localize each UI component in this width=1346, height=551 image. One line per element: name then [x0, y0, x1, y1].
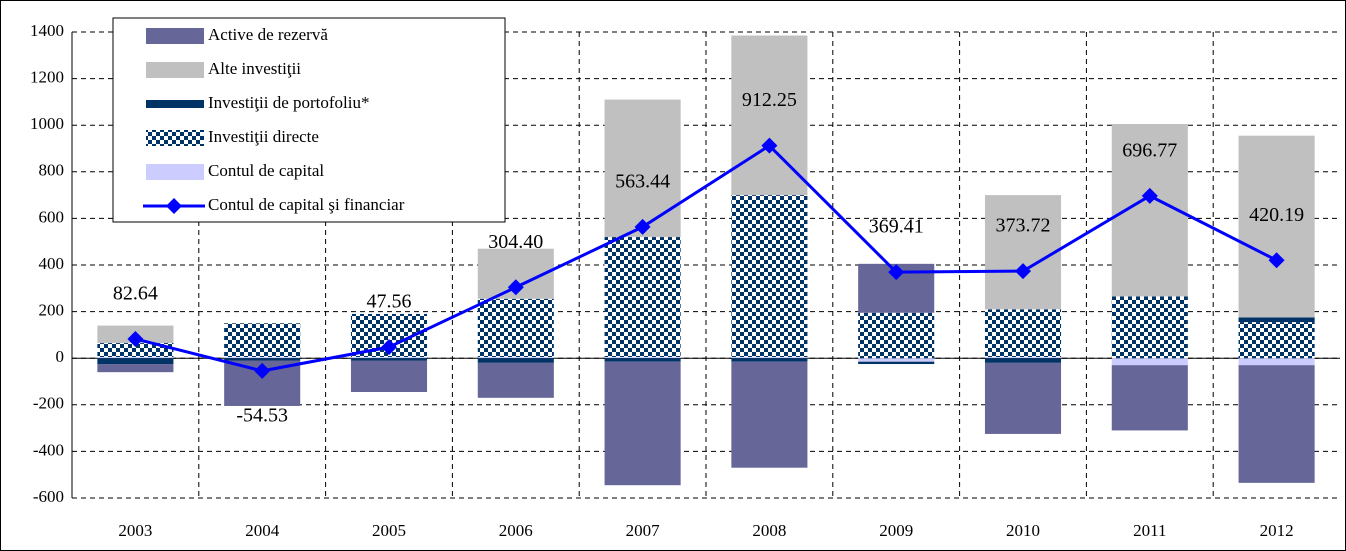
y-tick-label: -200	[33, 394, 64, 413]
bar-segment	[224, 357, 301, 359]
y-tick-label: 1000	[30, 114, 64, 133]
bar-segment	[858, 361, 935, 365]
bar-segment	[224, 358, 301, 361]
x-tick-label: 2009	[879, 521, 913, 540]
y-tick-label: 1400	[30, 21, 64, 40]
marker	[254, 362, 271, 379]
bar-segment	[731, 35, 808, 196]
legend-swatch	[146, 164, 204, 180]
marker	[127, 330, 144, 347]
legend-swatch	[146, 62, 204, 78]
bar-segment	[97, 357, 174, 359]
x-tick-label: 2011	[1133, 521, 1166, 540]
marker	[761, 137, 778, 154]
bar-segment	[350, 360, 428, 392]
bar-segment	[604, 361, 681, 486]
bar-segment	[731, 195, 808, 358]
x-tick-label: 2007	[626, 521, 661, 540]
y-tick-label: 600	[39, 207, 65, 226]
x-tick-label: 2012	[1260, 521, 1294, 540]
marker	[634, 218, 651, 235]
data-label: 420.19	[1249, 204, 1304, 226]
data-label: 47.56	[367, 291, 412, 313]
bar-segment	[350, 357, 428, 359]
marker	[1268, 252, 1285, 269]
bar-segment	[350, 358, 428, 361]
data-label: 912.25	[742, 89, 797, 111]
bar-segment	[97, 364, 174, 373]
legend-swatch	[146, 130, 204, 146]
bar-segment	[731, 361, 808, 468]
bar-segment	[477, 358, 554, 363]
bar-segment	[731, 357, 808, 359]
bar-segment	[858, 312, 935, 359]
bar-segment	[1238, 365, 1315, 483]
legend-label: Investiţii directe	[208, 127, 319, 146]
bar-segment	[984, 195, 1062, 310]
marker	[1015, 263, 1031, 280]
bar-segment	[1238, 317, 1315, 323]
legend-label: Contul de capital şi financiar	[208, 195, 405, 214]
bar-segment	[1238, 322, 1315, 359]
bar-segment	[1238, 358, 1315, 366]
marker	[1141, 187, 1158, 204]
y-tick-label: 400	[39, 254, 65, 273]
marker	[507, 279, 524, 296]
x-tick-label: 2003	[118, 521, 152, 540]
legend-label: Alte investiţii	[208, 59, 301, 78]
data-label: 563.44	[615, 171, 670, 193]
y-tick-label: 800	[39, 161, 65, 180]
bar-segment	[1111, 296, 1188, 359]
legend-swatch	[146, 28, 204, 44]
data-label: 373.72	[996, 215, 1051, 237]
data-label: 369.41	[869, 216, 924, 238]
y-tick-label: 0	[56, 347, 65, 366]
data-label: 696.77	[1122, 139, 1177, 161]
bar-segment	[604, 237, 681, 358]
x-tick-label: 2006	[499, 521, 533, 540]
bar-segment	[477, 357, 554, 359]
marker	[381, 339, 397, 356]
bar-segment	[604, 358, 681, 362]
legend-label: Contul de capital	[208, 161, 324, 180]
legend-label: Active de rezervă	[208, 25, 328, 44]
legend-swatch	[146, 100, 204, 108]
y-tick-label: 1200	[30, 68, 64, 87]
bar-segment	[984, 309, 1062, 358]
bar-segment	[731, 358, 808, 362]
x-tick-label: 2004	[245, 521, 280, 540]
bar-segment	[984, 362, 1062, 434]
bar-segment	[97, 358, 174, 365]
bar-segment	[984, 357, 1062, 359]
bar-segment	[604, 99, 681, 238]
bar-segment	[477, 298, 554, 358]
y-tick-label: 200	[39, 301, 65, 320]
bar-segment	[224, 323, 301, 358]
data-label: 304.40	[488, 231, 543, 253]
marker	[888, 264, 905, 281]
bar-segment	[477, 362, 554, 398]
bar-segment	[1238, 135, 1315, 318]
legend-marker	[166, 198, 182, 214]
bar-segment	[97, 343, 174, 358]
x-tick-label: 2005	[372, 521, 406, 540]
data-label: 82.64	[113, 283, 158, 305]
bar-segment	[1111, 358, 1188, 366]
bar-segment	[604, 357, 681, 359]
x-tick-label: 2008	[752, 521, 786, 540]
bar-segment	[858, 358, 935, 362]
legend-box	[112, 17, 506, 223]
data-label: -54.53	[236, 404, 288, 426]
y-tick-label: -600	[33, 487, 64, 506]
bar-segment	[984, 358, 1062, 363]
y-tick-label: -400	[33, 440, 64, 459]
legend-label: Investiţii de portofoliu*	[208, 93, 369, 112]
x-tick-label: 2010	[1006, 521, 1040, 540]
line	[135, 143, 1278, 373]
bar-segment	[1111, 365, 1188, 431]
